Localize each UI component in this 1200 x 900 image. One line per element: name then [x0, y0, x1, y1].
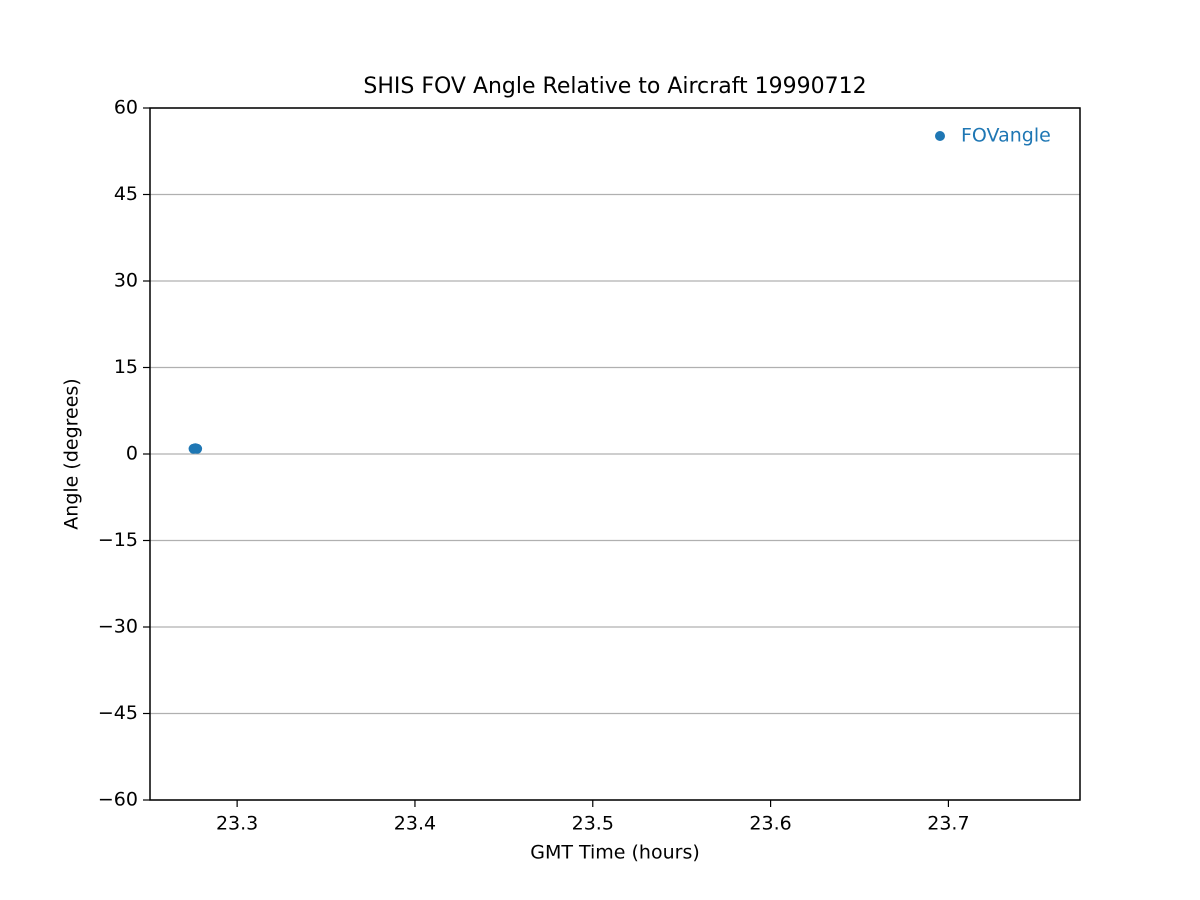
x-tick-label: 23.3	[216, 813, 258, 835]
y-tick-label: −45	[98, 702, 138, 724]
y-tick-label: 0	[126, 443, 138, 465]
x-axis-label: GMT Time (hours)	[530, 842, 700, 864]
legend-label: FOVangle	[961, 125, 1051, 147]
legend-marker	[935, 131, 945, 141]
point	[192, 443, 203, 454]
y-tick-label: −60	[98, 789, 138, 811]
chart-title: SHIS FOV Angle Relative to Aircraft 1999…	[363, 74, 866, 99]
x-tick-label: 23.6	[749, 813, 791, 835]
x-tick-label: 23.7	[927, 813, 969, 835]
y-tick-label: 15	[114, 356, 138, 378]
plot-frame	[149, 107, 1081, 801]
y-tick-label: −15	[98, 529, 138, 551]
y-tick-label: 30	[114, 270, 138, 292]
y-tick-label: −30	[98, 616, 138, 638]
x-tick-label: 23.5	[572, 813, 614, 835]
y-tick-label: 45	[114, 183, 138, 205]
x-tick-label: 23.4	[394, 813, 436, 835]
y-axis-label: Angle (degrees)	[61, 378, 83, 529]
y-tick-label: 60	[114, 97, 138, 119]
